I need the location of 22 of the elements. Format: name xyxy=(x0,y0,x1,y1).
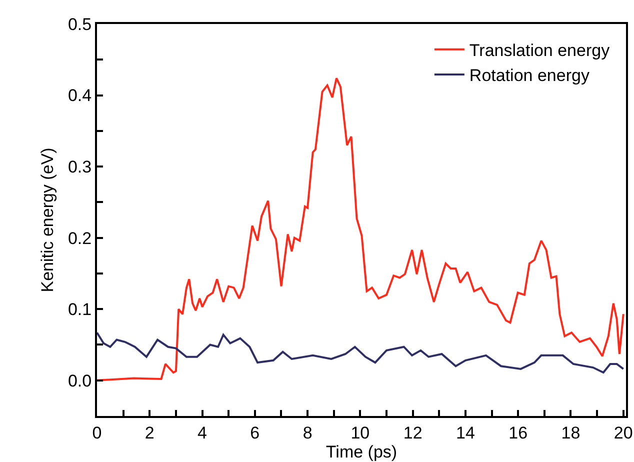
x-tick-label: 10 xyxy=(350,423,370,442)
legend-label: Rotation energy xyxy=(469,66,590,86)
x-tick-label: 4 xyxy=(198,423,208,442)
y-tick-label: 0.2 xyxy=(68,228,92,248)
x-tick-label: 20 xyxy=(614,423,633,442)
x-tick-label: 8 xyxy=(302,423,312,442)
y-tick-label: 0.3 xyxy=(68,158,92,176)
x-tick-label: 0 xyxy=(92,423,102,442)
y-tick-label: 0.1 xyxy=(68,300,92,320)
y-tick-label: 0.4 xyxy=(68,86,92,106)
legend-label: Translation energy xyxy=(469,41,610,60)
x-tick-label: 6 xyxy=(250,423,260,442)
x-tick-label: 2 xyxy=(144,423,154,442)
y-tick-label: 0.5 xyxy=(68,14,92,34)
y-axis-title: Kenitic energy (eV) xyxy=(38,148,58,292)
x-axis-title: Time (ps) xyxy=(326,442,398,462)
y-tick-label: 0.0 xyxy=(68,371,92,390)
x-tick-label: 18 xyxy=(561,423,580,442)
line-series xyxy=(97,332,624,374)
x-tick-label: 14 xyxy=(456,423,475,442)
x-tick-label: 16 xyxy=(508,423,528,442)
x-tick-label: 12 xyxy=(403,423,422,442)
